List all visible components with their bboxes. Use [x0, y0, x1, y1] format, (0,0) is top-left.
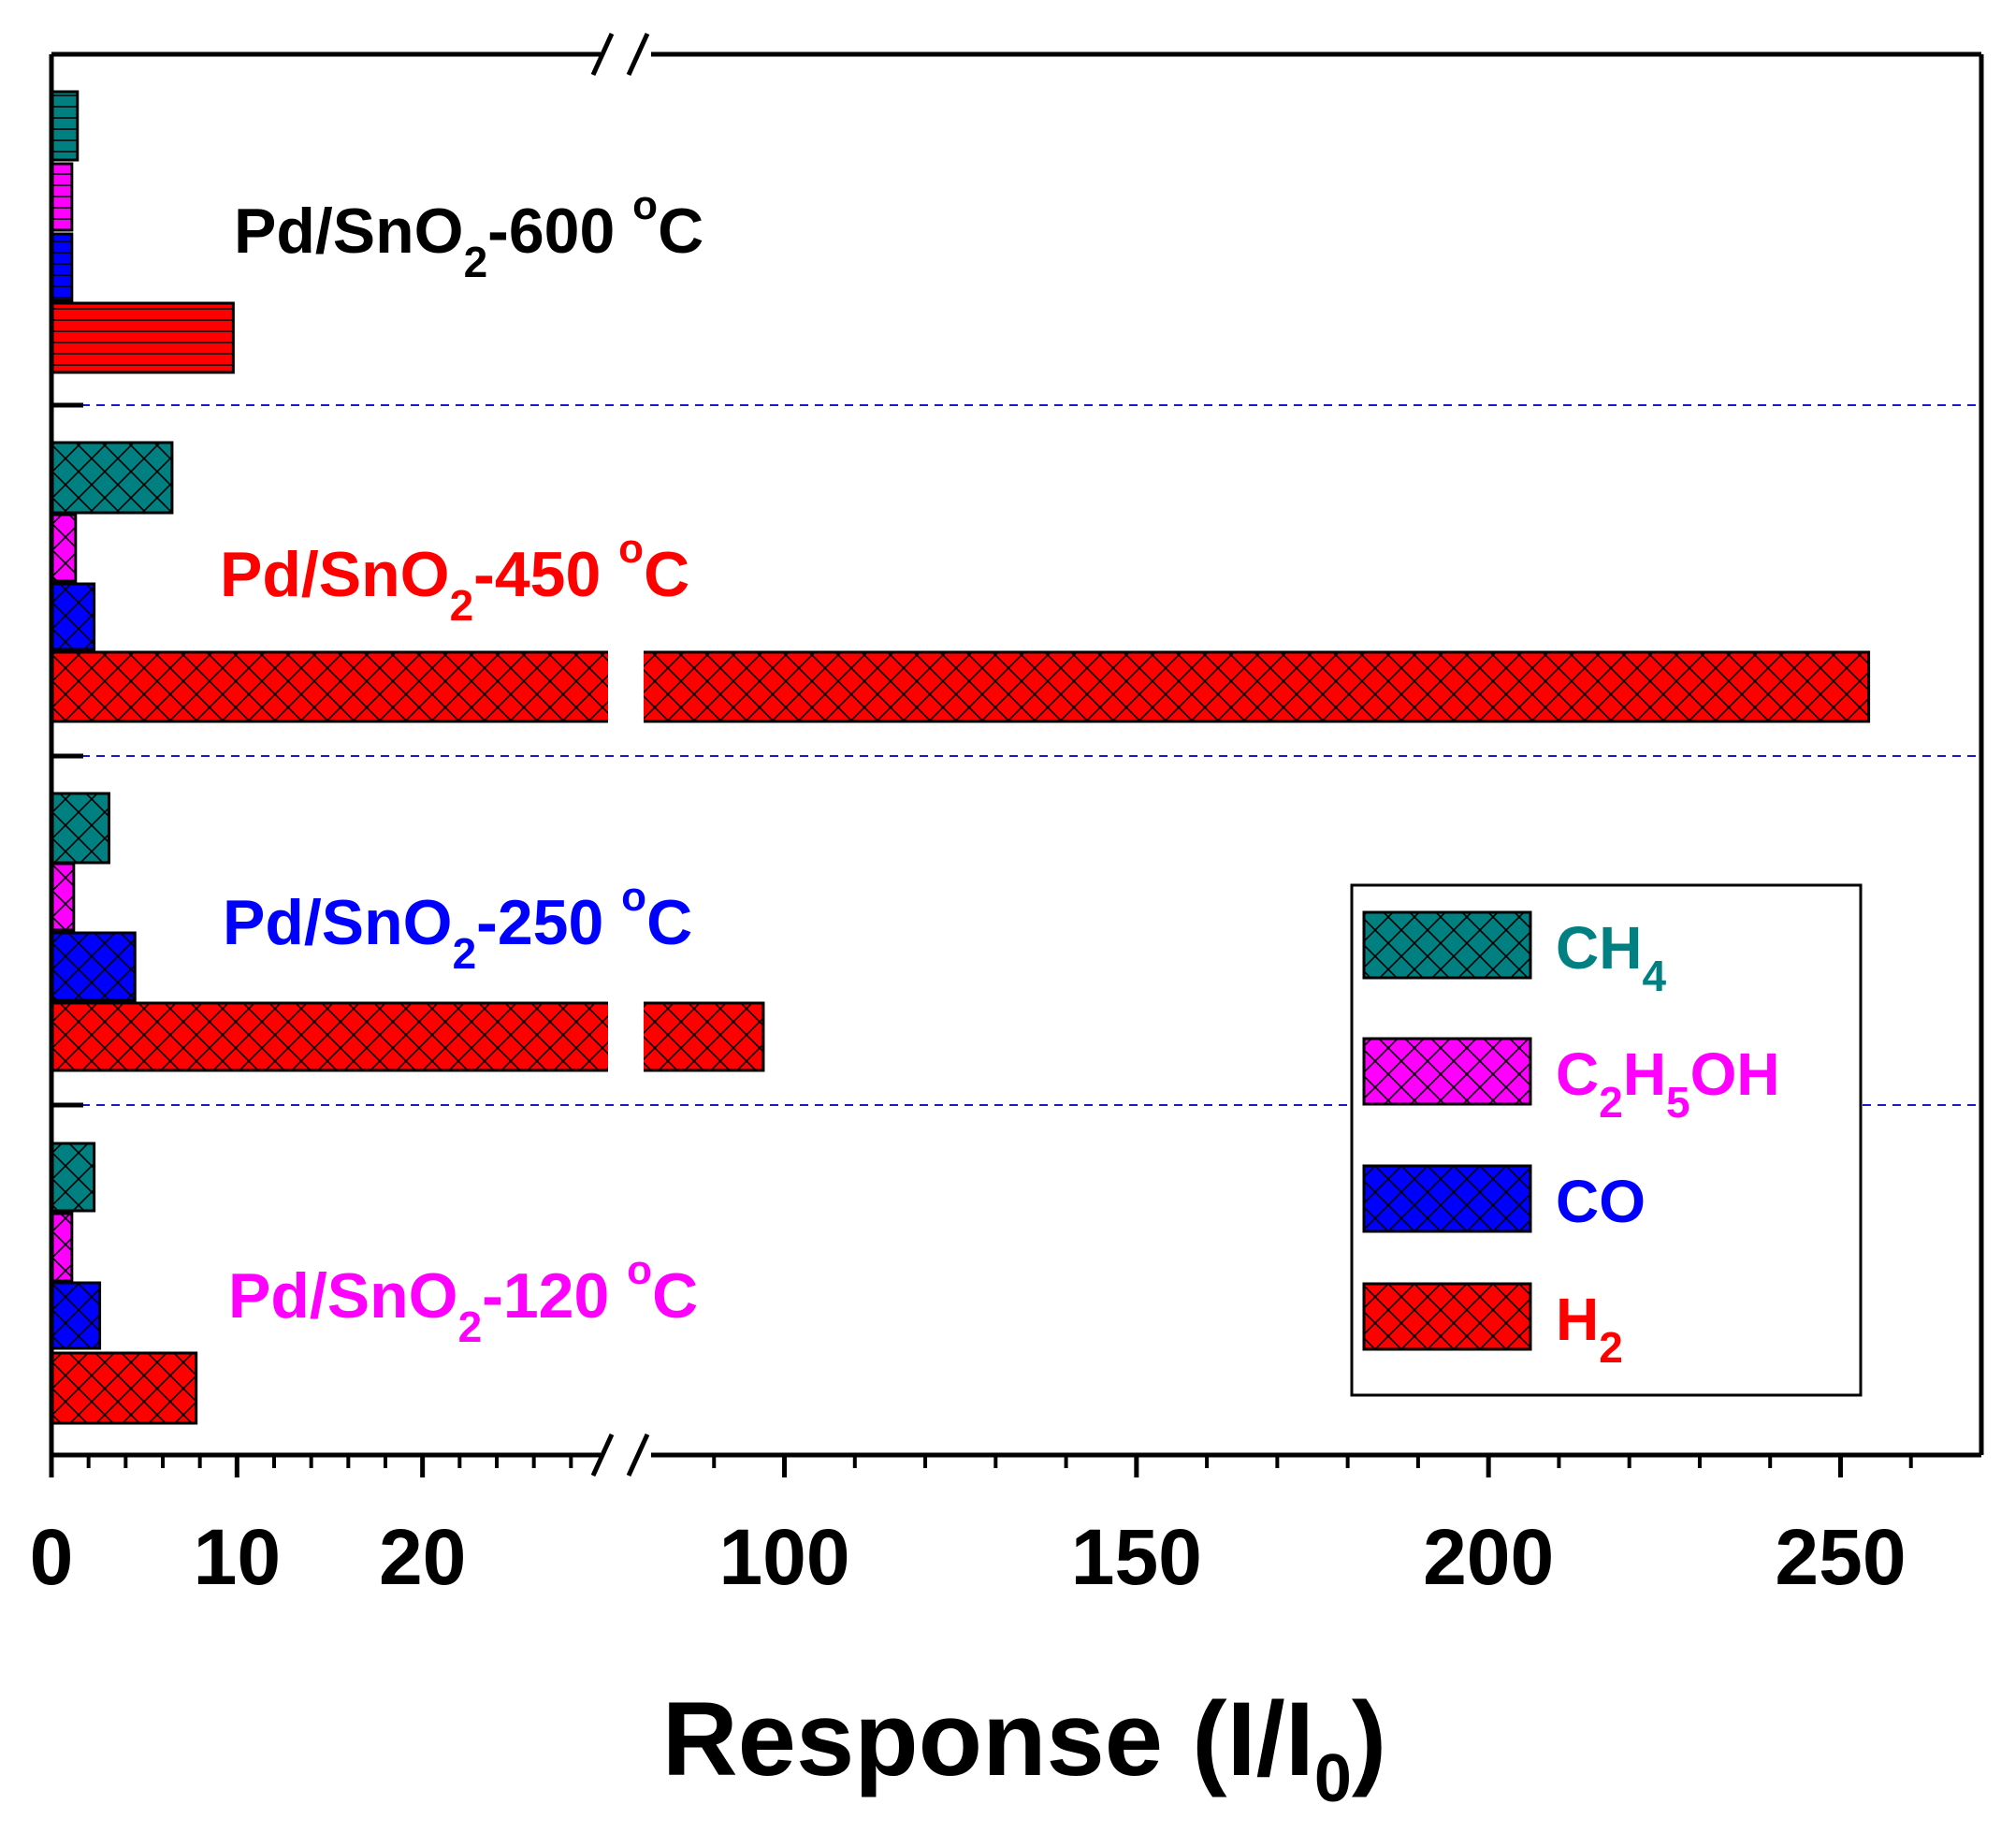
axis-break-mark: [626, 1433, 650, 1477]
legend-label-ch4: CH4: [1556, 914, 1666, 1000]
axis-break-mark: [590, 1433, 615, 1477]
x-axis-title-close: ): [1352, 1681, 1386, 1797]
axis-break-gap: [608, 999, 644, 1074]
legend-label-co: CO: [1556, 1168, 1646, 1235]
x-axis: 0 10 20 100 150 200 250: [30, 1455, 1913, 1601]
x-tick-label: 200: [1423, 1513, 1554, 1601]
axis-break-gap: [608, 648, 644, 725]
plot-frame: [49, 32, 1984, 1477]
bar-ch4-group-2: [50, 441, 174, 515]
legend-label-h2: H2: [1556, 1286, 1623, 1372]
bar-co-group-2: [50, 582, 96, 651]
bar-h2-group-1: [50, 301, 235, 374]
bars: [50, 90, 1871, 1425]
x-tick-label: 250: [1775, 1513, 1906, 1601]
x-tick-label: 20: [379, 1513, 466, 1601]
legend-swatch-co: [1362, 1164, 1532, 1233]
group-label-2: Pd/SnO2-450 oC: [220, 526, 689, 630]
bar-co-group-1: [50, 232, 74, 302]
bar-c2h5oh-group-1: [50, 162, 74, 232]
x-tick-label: 100: [718, 1513, 849, 1601]
bar-co-group-4: [50, 1281, 102, 1350]
bar-h2-group-4: [50, 1351, 198, 1425]
legend-swatch-h2: [1362, 1282, 1532, 1351]
group-label-3: Pd/SnO2-250 oC: [223, 874, 692, 978]
group-label-1: Pd/SnO2-600 oC: [234, 182, 703, 286]
x-axis-title: Response (I/I0): [662, 1681, 1386, 1816]
legend: CH4 C2H5OH CO H2: [1350, 883, 1863, 1397]
axis-break-mark: [626, 32, 650, 77]
legend-swatch-ch4: [1362, 910, 1532, 980]
bar-ch4-group-3: [50, 792, 110, 865]
bar-ch4-group-1: [50, 90, 80, 162]
x-tick-label: 0: [30, 1513, 74, 1601]
x-tick-label: 10: [194, 1513, 281, 1601]
bar-co-group-3: [50, 931, 137, 1002]
axis-break-mark: [590, 32, 615, 77]
group-labels: Pd/SnO2-600 oC Pd/SnO2-450 oC Pd/SnO2-250 …: [220, 182, 703, 1351]
x-axis-title-main: Response (I/I: [662, 1681, 1314, 1797]
legend-label-c2h5oh: C2H5OH: [1556, 1040, 1780, 1127]
legend-swatch-c2h5oh: [1362, 1037, 1532, 1106]
bar-h2-group-3: [50, 1001, 765, 1072]
bar-c2h5oh-group-4: [50, 1212, 74, 1283]
x-axis-title-sub: 0: [1314, 1741, 1352, 1816]
bar-c2h5oh-group-3: [50, 862, 76, 932]
bar-ch4-group-4: [50, 1142, 96, 1213]
bar-c2h5oh-group-2: [50, 513, 78, 583]
x-tick-label: 150: [1071, 1513, 1202, 1601]
group-label-4: Pd/SnO2-120 oC: [228, 1247, 698, 1351]
bar-h2-group-2: [50, 650, 1871, 723]
